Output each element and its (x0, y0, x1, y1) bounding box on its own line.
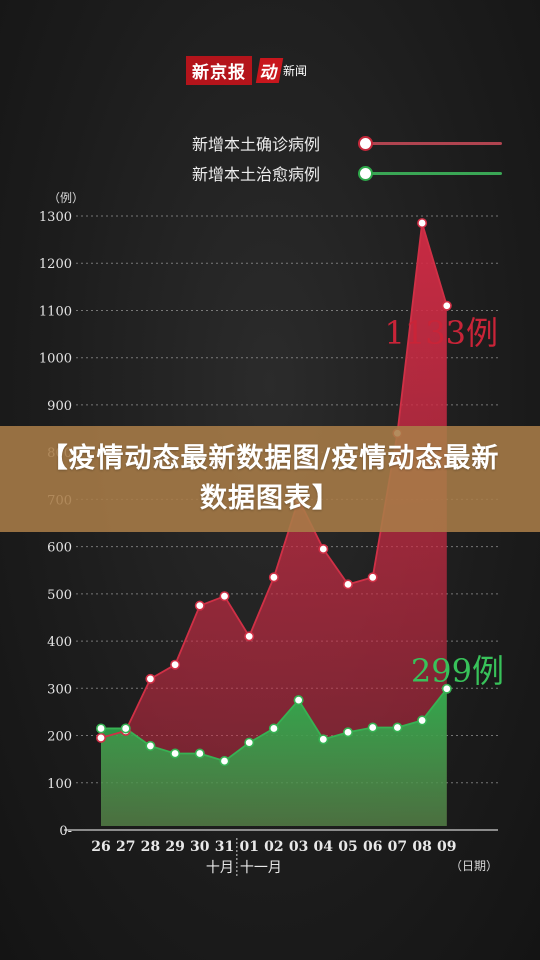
point-confirmed (145, 673, 156, 684)
month-label: 十一月 (240, 860, 282, 876)
annotation-confirmed: 1133例 (385, 314, 498, 352)
legend-label-confirmed: 新增本土确诊病例 (192, 135, 321, 154)
x-tick-label: 28 (141, 839, 160, 855)
logo-sub: 动 新闻 (255, 57, 308, 83)
logo-sub-text: 新闻 (283, 63, 308, 78)
x-tick-label: 03 (289, 839, 308, 855)
point-confirmed (417, 218, 428, 229)
x-tick-label: 01 (239, 839, 258, 855)
x-tick-label: 26 (91, 839, 110, 855)
y-tick-label: 500 (47, 588, 72, 603)
point-recovered (441, 683, 452, 694)
x-tick-label: 29 (165, 839, 184, 855)
title-banner: 【疫情动态最新数据图/疫情动态最新数据图表】 (0, 426, 540, 532)
y-tick-label: 1000 (39, 352, 72, 367)
point-recovered (120, 723, 131, 734)
x-tick-label: 09 (437, 839, 456, 855)
y-tick-label: 200 (47, 730, 72, 745)
point-confirmed (194, 600, 205, 611)
legend-line-recovered (364, 172, 502, 175)
y-tick-label: 1300 (39, 210, 72, 225)
y-tick-label: 1200 (39, 257, 72, 272)
legend-marker-recovered (358, 166, 373, 181)
x-tick-label: 04 (314, 839, 334, 855)
point-recovered (244, 737, 255, 748)
x-tick-label: 07 (388, 839, 407, 855)
legend-marker-confirmed (358, 136, 373, 151)
point-recovered (342, 727, 353, 738)
point-recovered (417, 715, 428, 726)
y-tick-label: 0- (59, 824, 72, 839)
chart-legend: 新增本土确诊病例 新增本土治愈病例 (192, 128, 502, 188)
x-tick-label: 02 (264, 839, 283, 855)
x-tick-label: 27 (116, 839, 135, 855)
legend-label-recovered: 新增本土治愈病例 (192, 165, 321, 184)
month-label: 十月 (206, 860, 234, 876)
point-confirmed (318, 543, 329, 554)
y-axis-unit-label: （例） (48, 191, 84, 205)
y-tick-label: 300 (47, 682, 72, 697)
banner-title: 【疫情动态最新数据图/疫情动态最新数据图表】 (40, 443, 500, 514)
point-confirmed (244, 631, 255, 642)
legend-item-confirmed: 新增本土确诊病例 (192, 128, 502, 158)
point-recovered (392, 722, 403, 733)
x-axis-unit-label: （日期） (450, 859, 498, 873)
point-confirmed (170, 659, 181, 670)
series-area-confirmed (101, 223, 447, 827)
point-recovered (145, 740, 156, 751)
point-confirmed (96, 732, 107, 743)
point-confirmed (441, 300, 452, 311)
logo: 新京报 动 新闻 (186, 55, 308, 85)
point-recovered (194, 748, 205, 759)
point-recovered (318, 734, 329, 745)
point-recovered (293, 695, 304, 706)
x-tick-label: 30 (190, 839, 210, 855)
logo-main-text: 新京报 (186, 55, 252, 85)
x-tick-label: 05 (338, 839, 357, 855)
x-tick-label: 06 (363, 839, 382, 855)
legend-item-recovered: 新增本土治愈病例 (192, 158, 502, 188)
point-recovered (367, 722, 378, 733)
point-confirmed (367, 572, 378, 583)
point-recovered (170, 748, 181, 759)
y-tick-label: 400 (47, 635, 72, 650)
y-tick-label: 100 (47, 777, 72, 792)
annotation-recovered: 299例 (411, 652, 504, 690)
point-recovered (219, 756, 230, 767)
series-area-recovered (101, 688, 447, 826)
point-confirmed (268, 572, 279, 583)
point-confirmed (219, 591, 230, 602)
point-recovered (96, 723, 107, 734)
point-confirmed (342, 579, 353, 590)
y-tick-label: 1100 (39, 304, 72, 319)
x-tick-label: 08 (412, 839, 431, 855)
x-tick-label: 31 (215, 839, 234, 855)
point-recovered (268, 723, 279, 734)
y-tick-label: 600 (47, 541, 72, 556)
y-tick-label: 900 (47, 399, 72, 414)
legend-line-confirmed (364, 142, 502, 145)
